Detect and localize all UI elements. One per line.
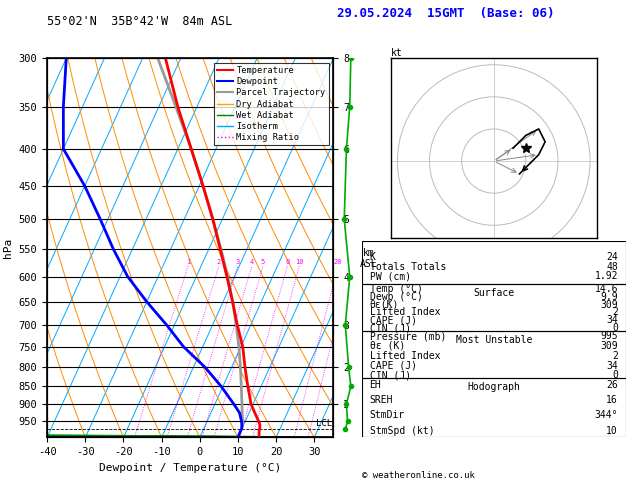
Text: 309: 309 xyxy=(600,341,618,351)
Text: Surface: Surface xyxy=(473,288,515,298)
Text: 26: 26 xyxy=(606,380,618,390)
Text: CIN (J): CIN (J) xyxy=(370,323,411,333)
Text: 34: 34 xyxy=(606,361,618,370)
Text: Totals Totals: Totals Totals xyxy=(370,261,446,272)
Text: Most Unstable: Most Unstable xyxy=(455,335,532,345)
Bar xyxy=(362,378,626,437)
Text: 8: 8 xyxy=(286,259,289,265)
Text: SREH: SREH xyxy=(370,395,393,405)
Text: Dewp (°C): Dewp (°C) xyxy=(370,292,423,302)
Text: 344°: 344° xyxy=(594,410,618,420)
Text: Hodograph: Hodograph xyxy=(467,382,520,392)
Text: © weatheronline.co.uk: © weatheronline.co.uk xyxy=(362,471,474,480)
Text: 0: 0 xyxy=(612,323,618,333)
Text: 55°02'N  35B°42'W  84m ASL: 55°02'N 35B°42'W 84m ASL xyxy=(47,16,233,28)
Text: θε(K): θε(K) xyxy=(370,299,399,310)
Text: CIN (J): CIN (J) xyxy=(370,370,411,381)
Text: kt: kt xyxy=(391,48,403,58)
Text: Lifted Index: Lifted Index xyxy=(370,308,440,317)
Text: 1.92: 1.92 xyxy=(594,271,618,281)
Text: 24: 24 xyxy=(606,252,618,261)
Bar xyxy=(362,241,626,284)
Text: 5: 5 xyxy=(261,259,265,265)
Text: 0: 0 xyxy=(612,370,618,381)
Text: 16: 16 xyxy=(606,395,618,405)
Text: 48: 48 xyxy=(606,261,618,272)
Text: 309: 309 xyxy=(600,299,618,310)
Text: PW (cm): PW (cm) xyxy=(370,271,411,281)
Text: θε (K): θε (K) xyxy=(370,341,405,351)
Text: 3: 3 xyxy=(236,259,240,265)
Bar xyxy=(362,331,626,378)
Text: 29.05.2024  15GMT  (Base: 06): 29.05.2024 15GMT (Base: 06) xyxy=(337,7,554,20)
Text: K: K xyxy=(370,252,376,261)
X-axis label: Dewpoint / Temperature (°C): Dewpoint / Temperature (°C) xyxy=(99,463,281,473)
Text: LCL: LCL xyxy=(316,418,332,428)
Text: StmDir: StmDir xyxy=(370,410,405,420)
Text: StmSpd (kt): StmSpd (kt) xyxy=(370,426,434,435)
Text: 2: 2 xyxy=(612,308,618,317)
Text: 2: 2 xyxy=(217,259,221,265)
Text: 1: 1 xyxy=(186,259,190,265)
Text: CAPE (J): CAPE (J) xyxy=(370,361,416,370)
Text: 10: 10 xyxy=(606,426,618,435)
Text: Lifted Index: Lifted Index xyxy=(370,351,440,361)
Text: 20: 20 xyxy=(334,259,342,265)
Text: 995: 995 xyxy=(600,331,618,341)
Text: 4: 4 xyxy=(250,259,254,265)
Text: 2: 2 xyxy=(612,351,618,361)
Y-axis label: km
ASL: km ASL xyxy=(360,248,377,269)
Text: Pressure (mb): Pressure (mb) xyxy=(370,331,446,341)
Text: Temp (°C): Temp (°C) xyxy=(370,284,423,294)
Text: 10: 10 xyxy=(295,259,304,265)
Text: EH: EH xyxy=(370,380,381,390)
Text: 14.6: 14.6 xyxy=(594,284,618,294)
Legend: Temperature, Dewpoint, Parcel Trajectory, Dry Adiabat, Wet Adiabat, Isotherm, Mi: Temperature, Dewpoint, Parcel Trajectory… xyxy=(214,63,329,145)
Bar xyxy=(362,284,626,331)
Y-axis label: hPa: hPa xyxy=(3,238,13,258)
Text: 9.9: 9.9 xyxy=(600,292,618,302)
Text: 34: 34 xyxy=(606,315,618,325)
Text: CAPE (J): CAPE (J) xyxy=(370,315,416,325)
